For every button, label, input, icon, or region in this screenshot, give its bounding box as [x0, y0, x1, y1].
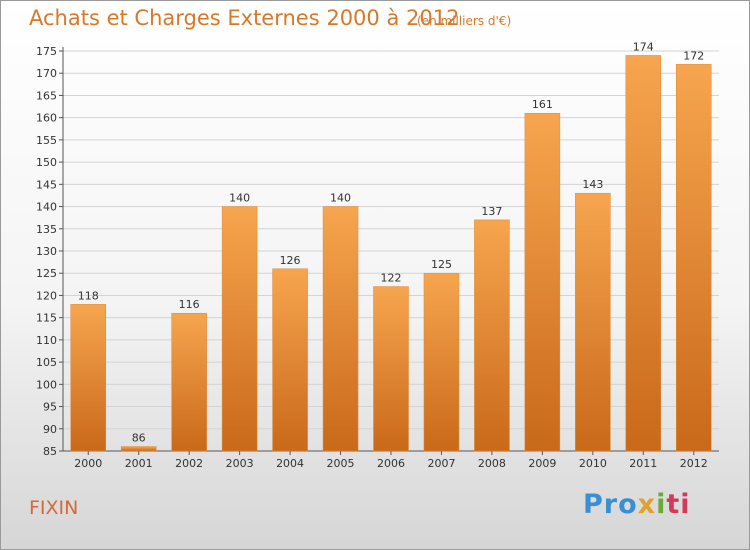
y-tick-label: 135 — [36, 223, 57, 236]
y-tick-label: 105 — [36, 356, 57, 369]
bar-2010 — [575, 192, 611, 452]
data-label-2012: 172 — [683, 49, 704, 62]
x-tick-label: 2002 — [175, 457, 203, 470]
data-label-2000: 118 — [78, 289, 99, 302]
proxiti-logo[interactable]: Proxiti — [583, 489, 691, 520]
x-tick-label: 2006 — [377, 457, 405, 470]
data-label-2010: 143 — [582, 178, 603, 191]
data-label-2011: 174 — [633, 40, 654, 53]
x-tick-label: 2008 — [478, 457, 506, 470]
bar-2007 — [423, 272, 460, 452]
bar-2001 — [120, 446, 157, 452]
x-tick-label: 2007 — [427, 457, 455, 470]
data-label-2006: 122 — [381, 272, 402, 285]
bar-2002 — [171, 312, 207, 452]
y-tick-label: 100 — [36, 378, 57, 391]
y-tick-label: 150 — [36, 156, 57, 169]
bar-2006 — [373, 286, 409, 452]
x-tick-label: 2009 — [528, 457, 556, 470]
y-tick-label: 115 — [36, 312, 57, 325]
bar-2008 — [474, 219, 510, 452]
bar-2011 — [625, 55, 662, 452]
x-tick-label: 2011 — [629, 457, 657, 470]
chart-subtitle: (en milliers d'€) — [417, 14, 512, 28]
x-tick-label: 2000 — [74, 457, 102, 470]
y-tick-label: 110 — [36, 334, 57, 347]
x-tick-label: 2005 — [327, 457, 355, 470]
x-tick-label: 2012 — [680, 457, 708, 470]
data-labels: 118 86 116 140 126 140 122 125 137 161 143 174 172 — [78, 40, 705, 444]
y-tick-label: 130 — [36, 245, 57, 258]
data-label-2002: 116 — [179, 298, 200, 311]
y-tick-label: 140 — [36, 201, 57, 214]
bar-2004 — [272, 268, 308, 452]
y-tick-label: 160 — [36, 112, 57, 125]
bar-2009 — [524, 112, 561, 452]
data-label-2003: 140 — [229, 192, 250, 205]
bar-2005 — [322, 206, 359, 452]
commune-name: FIXIN — [29, 497, 79, 519]
data-label-2008: 137 — [481, 205, 502, 218]
data-label-2007: 125 — [431, 258, 452, 271]
y-tick-label: 155 — [36, 134, 57, 147]
data-label-2009: 161 — [532, 98, 553, 111]
y-tick-label: 175 — [36, 45, 57, 58]
y-tick-label: 145 — [36, 178, 57, 191]
x-tick-label: 2004 — [276, 457, 304, 470]
y-tick-label: 120 — [36, 289, 57, 302]
bar-2000 — [70, 304, 106, 452]
y-tick-label: 165 — [36, 89, 57, 102]
bars — [70, 55, 712, 452]
bar-2003 — [221, 206, 258, 452]
y-tick-label: 95 — [43, 401, 57, 414]
chart-title: Achats et Charges Externes 2000 à 2012 — [29, 6, 460, 30]
x-tick-label: 2003 — [226, 457, 254, 470]
y-tick-label: 85 — [43, 445, 57, 458]
x-tick-label: 2001 — [125, 457, 153, 470]
bar-2012 — [676, 64, 712, 452]
x-tick-label: 2010 — [579, 457, 607, 470]
y-tick-label: 90 — [43, 423, 57, 436]
y-tick-label: 170 — [36, 67, 57, 80]
data-label-2004: 126 — [280, 254, 301, 267]
data-label-2005: 140 — [330, 192, 351, 205]
data-label-2001: 86 — [132, 432, 146, 445]
y-tick-label: 125 — [36, 267, 57, 280]
